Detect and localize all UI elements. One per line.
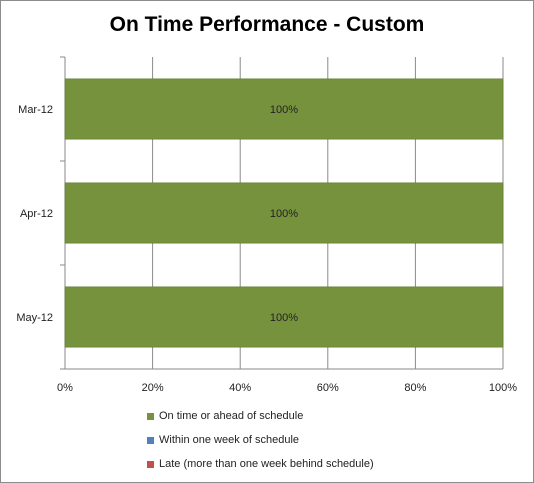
x-tick-label: 0%: [57, 382, 73, 394]
y-tick-label: Apr-12: [20, 208, 53, 220]
bar: [64, 78, 504, 140]
legend-item: On time or ahead of schedule: [147, 404, 374, 428]
bar-plot: 0% 20% 40% 60% 80% 100% Mar-12 100% Apr-12 100% Ma…: [16, 56, 517, 394]
bar: [64, 182, 504, 244]
x-tick-label: 100%: [489, 382, 517, 394]
x-tick-label: 40%: [229, 382, 251, 394]
legend-swatch: [147, 436, 154, 444]
legend-item: Late (more than one week behind schedule…: [147, 452, 374, 476]
legend-swatch: [147, 412, 154, 420]
bar: [64, 286, 504, 348]
legend-label: Late (more than one week behind schedule…: [159, 458, 374, 470]
data-label: 100%: [270, 208, 298, 220]
legend-label: On time or ahead of schedule: [159, 410, 304, 422]
x-tick-label: 20%: [142, 382, 164, 394]
data-label: 100%: [270, 104, 298, 116]
legend-label: Within one week of schedule: [159, 434, 300, 446]
x-tick-label: 60%: [317, 382, 339, 394]
x-tick-label: 80%: [404, 382, 426, 394]
y-tick-label: Mar-12: [18, 104, 53, 116]
legend-swatch: [147, 460, 154, 468]
chart-title: On Time Performance - Custom: [109, 13, 425, 36]
y-tick-label: May-12: [16, 312, 53, 324]
data-label: 100%: [270, 312, 298, 324]
legend: On time or ahead of schedule Within one w…: [147, 404, 374, 476]
legend-item: Within one week of schedule: [147, 428, 374, 452]
